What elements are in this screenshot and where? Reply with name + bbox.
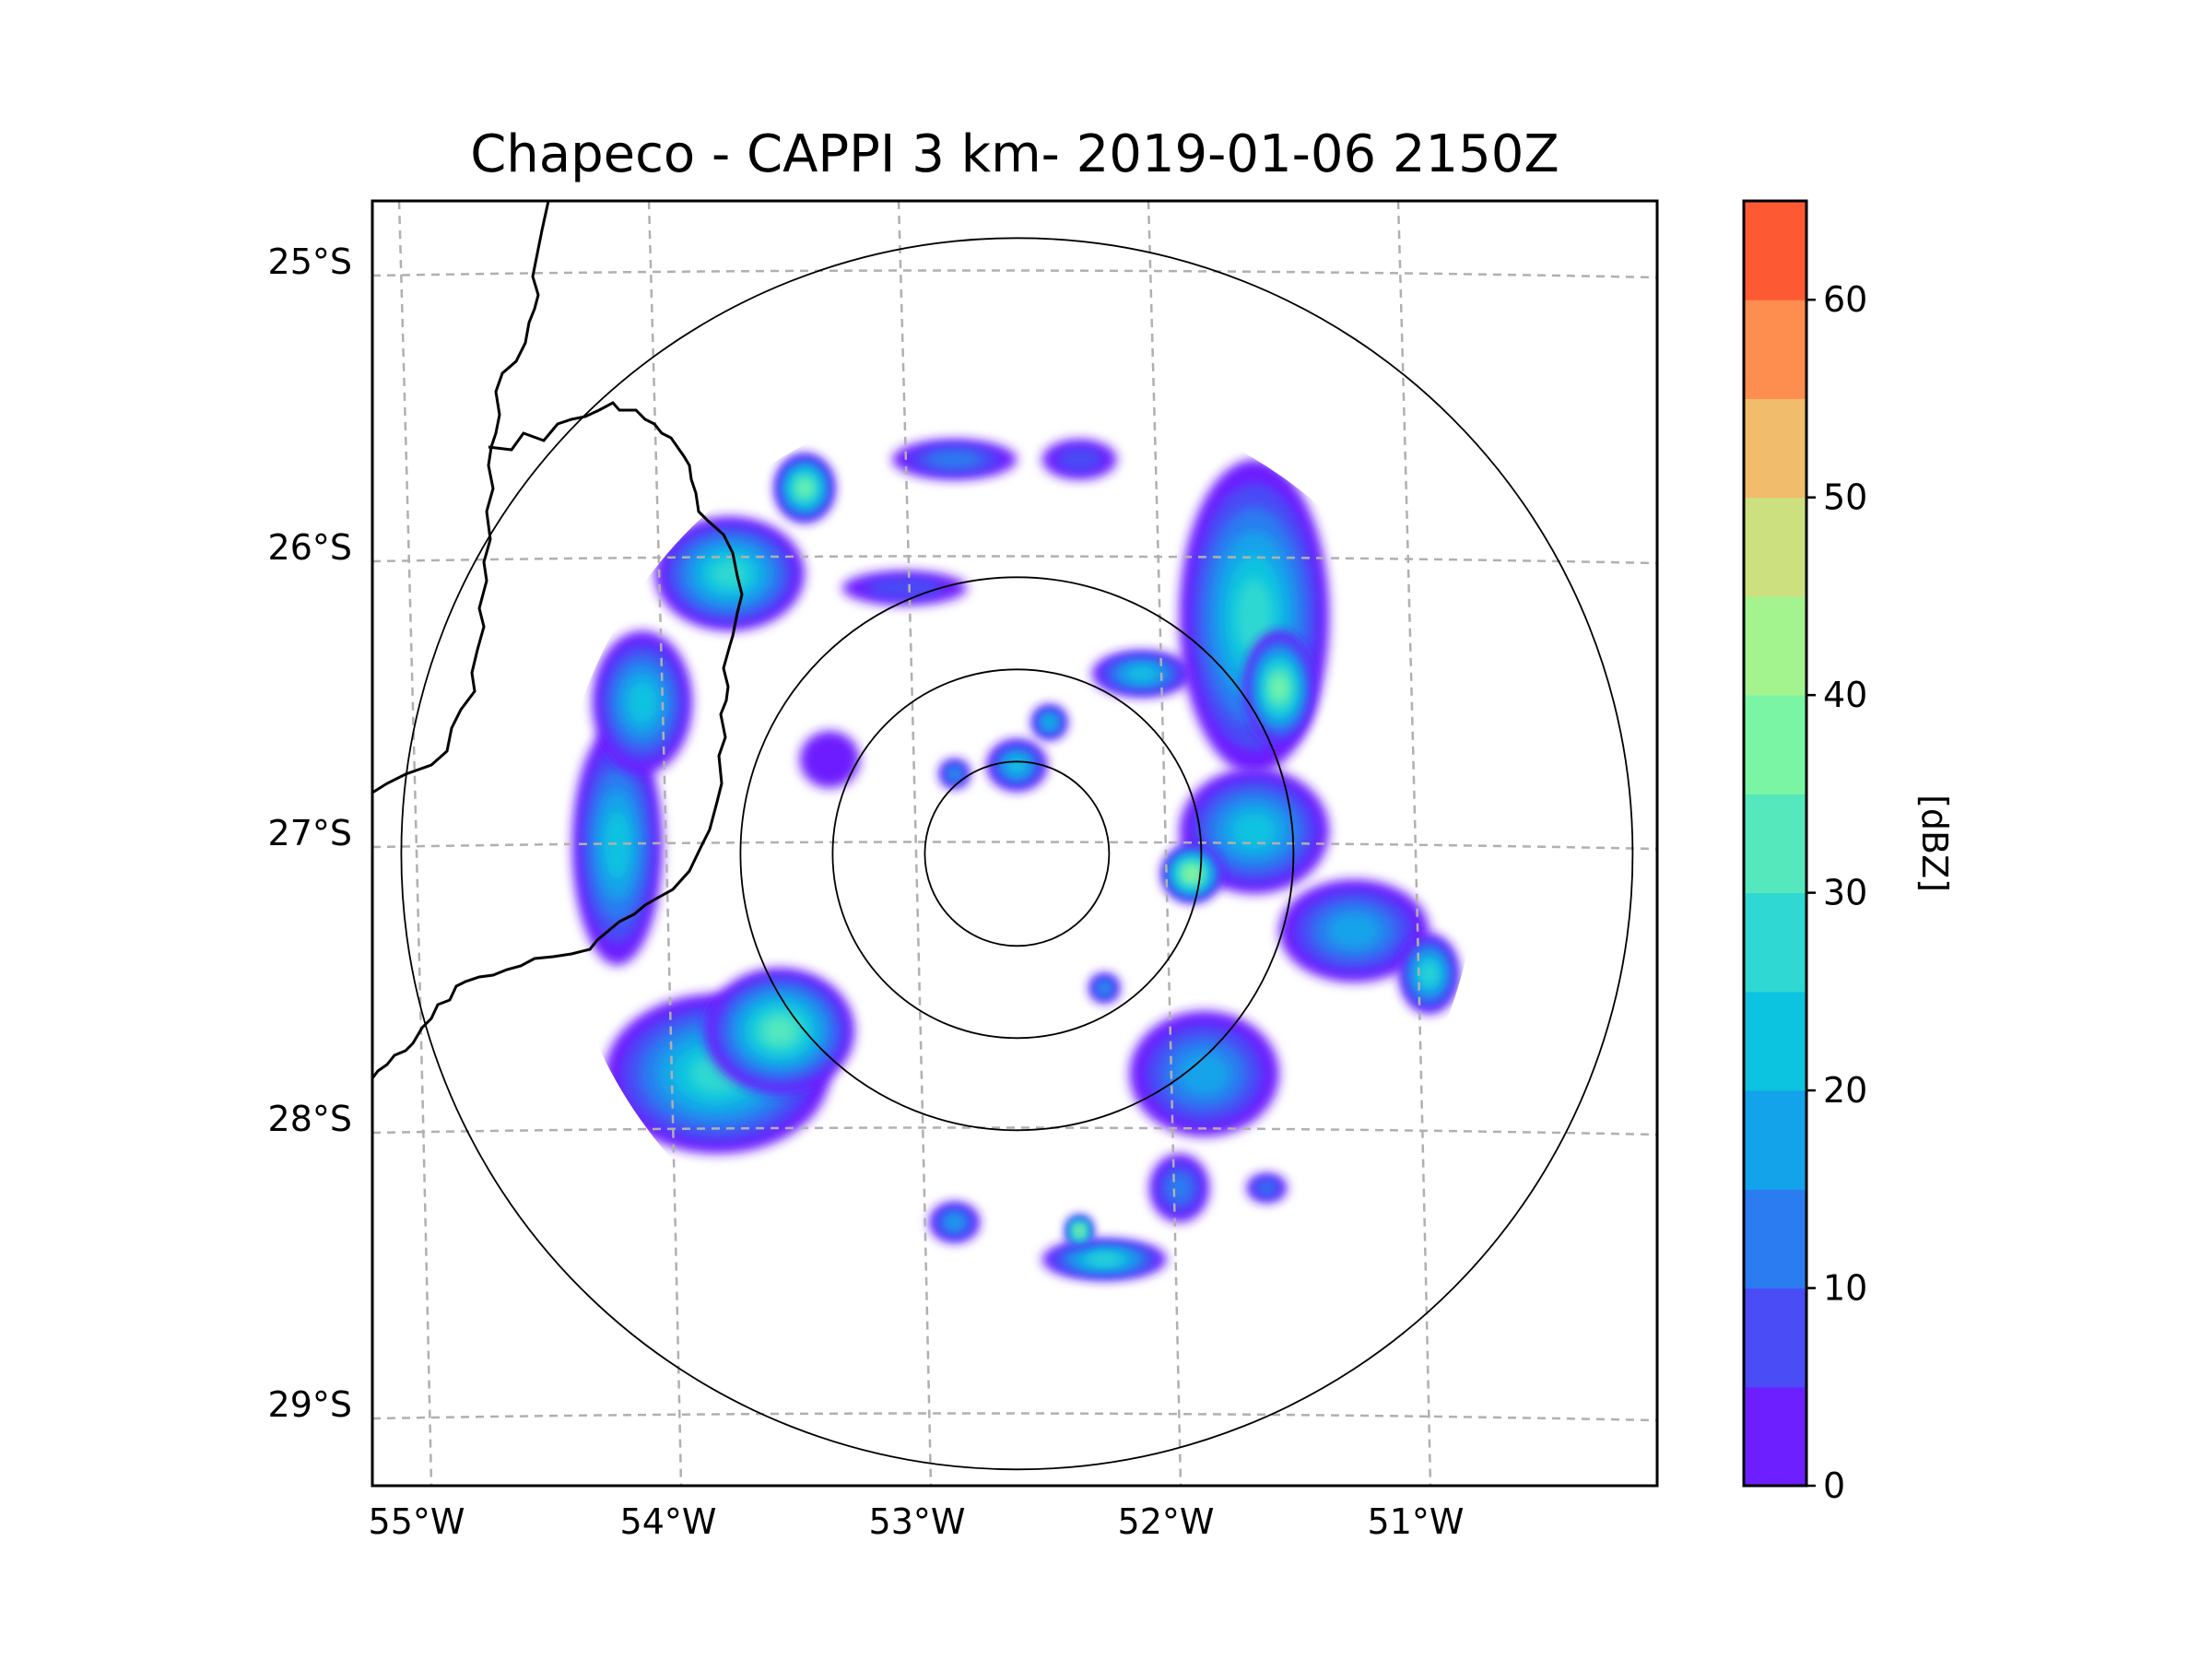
colorbar-tick-label: 10 [1823, 1268, 1867, 1309]
chart-title: Chapeco - CAPPI 3 km- 2019-01-06 2150Z [470, 124, 1559, 184]
x-tick-label: 53°W [869, 1501, 966, 1542]
echo-cell [1236, 578, 1273, 655]
colorbar-segment [1744, 300, 1806, 399]
meridian-line [897, 201, 933, 1486]
range-ring [739, 576, 1295, 1132]
meridian-line [1147, 201, 1182, 1486]
colorbar-tick-label: 50 [1823, 477, 1867, 518]
echo-cell [798, 481, 811, 495]
range-rings [400, 237, 1634, 1471]
echo-cell [1127, 666, 1157, 681]
plot-frame [371, 199, 1659, 1488]
echo-cell [1257, 1182, 1277, 1194]
echo-cell [1166, 1172, 1194, 1204]
border-line-south [372, 644, 732, 1079]
echo-cell [799, 731, 860, 788]
meridian-line [397, 201, 433, 1486]
colorbar-segment [1744, 794, 1806, 894]
colorbar-segment [1744, 398, 1806, 499]
colorbar-segment [1744, 595, 1806, 696]
colorbar: 0 10 20 30 40 50 60 [dBZ] [1742, 199, 1955, 1506]
y-tick-label: 27°S [268, 813, 352, 853]
meridian-line [1396, 201, 1432, 1486]
echo-cell [712, 559, 748, 588]
colorbar-segment [1744, 991, 1806, 1091]
plot-area [372, 201, 1657, 1486]
colorbar-ticks: 0 10 20 30 40 50 60 [1806, 279, 1867, 1506]
meridian-line [647, 201, 683, 1486]
graticule [372, 201, 1657, 1486]
range-ring [831, 668, 1203, 1040]
border-line-north [488, 401, 744, 646]
colorbar-tick-label: 0 [1823, 1465, 1845, 1506]
y-tick-label: 29°S [268, 1384, 352, 1425]
echo-cell [628, 681, 657, 724]
echo-cell [1077, 1229, 1082, 1233]
colorbar-segment [1744, 201, 1806, 300]
echo-cell [946, 1215, 964, 1230]
x-axis: 55°W 54°W 53°W 52°W 51°W [369, 1501, 1465, 1542]
range-ring [924, 760, 1111, 947]
y-tick-label: 28°S [268, 1099, 352, 1139]
colorbar-segment [1744, 497, 1806, 597]
echo-cell [1099, 982, 1110, 994]
echo-cell [1088, 1254, 1120, 1265]
colorbar-frame [1742, 199, 1808, 1488]
x-tick-label: 55°W [369, 1501, 465, 1542]
echo-cell [763, 1018, 796, 1044]
colorbar-segment [1744, 1090, 1806, 1190]
echo-cell [604, 810, 630, 880]
x-tick-label: 51°W [1368, 1501, 1465, 1542]
parallel-line [372, 1412, 1657, 1422]
echo-cell [1232, 813, 1277, 849]
echo-cell [1186, 868, 1197, 879]
echo-cell [926, 450, 982, 469]
echo-cell [1421, 963, 1437, 984]
parallel-line [372, 269, 1657, 279]
colorbar-tick-label: 60 [1823, 279, 1867, 320]
colorbar-tick-label: 20 [1823, 1070, 1867, 1111]
parallel-line [372, 1126, 1657, 1136]
border-line-west [372, 201, 550, 794]
state-borders [372, 201, 744, 1079]
colorbar-tick-label: 40 [1823, 675, 1867, 715]
echo-cell [865, 577, 944, 599]
y-tick-label: 25°S [268, 241, 352, 282]
echo-cell [948, 769, 960, 779]
x-tick-label: 52°W [1118, 1501, 1215, 1542]
colorbar-segment [1744, 695, 1806, 794]
echo-cell [1327, 912, 1381, 949]
reflectivity-echoes [572, 439, 1460, 1280]
colorbar-segment [1744, 1288, 1806, 1388]
echo-cell [1178, 1052, 1230, 1096]
echo-cell [1044, 717, 1055, 728]
colorbar-label: [dBZ] [1914, 794, 1955, 892]
colorbar-segment [1744, 892, 1806, 993]
echo-cell [1056, 447, 1103, 472]
y-axis: 25°S 26°S 27°S 28°S 29°S [268, 241, 352, 1425]
x-tick-label: 54°W [620, 1501, 717, 1542]
colorbar-segment [1744, 1386, 1806, 1487]
echo-cell [1272, 677, 1287, 700]
range-ring [400, 237, 1634, 1471]
parallel-line [372, 555, 1657, 565]
parallel-line [372, 841, 1657, 851]
y-tick-label: 26°S [268, 527, 352, 568]
colorbar-segment [1744, 1189, 1806, 1289]
colorbar-segments [1744, 201, 1806, 1487]
echo-cell [1008, 758, 1026, 773]
colorbar-tick-label: 30 [1823, 873, 1867, 913]
